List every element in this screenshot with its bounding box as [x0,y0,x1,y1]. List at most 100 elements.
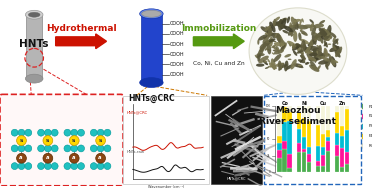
Ellipse shape [295,24,301,26]
Ellipse shape [324,43,327,46]
Ellipse shape [265,32,275,36]
Ellipse shape [263,35,270,43]
Ellipse shape [300,55,306,60]
Ellipse shape [25,74,43,83]
Ellipse shape [320,28,328,38]
Ellipse shape [302,18,304,23]
Text: HNTs@CRC: HNTs@CRC [127,110,148,114]
Ellipse shape [289,22,292,30]
Ellipse shape [278,19,283,31]
Bar [334,112,339,133]
Ellipse shape [287,16,290,23]
Ellipse shape [305,62,310,65]
Text: Zn: Zn [339,101,346,106]
Ellipse shape [267,49,271,51]
Bar [326,106,330,130]
Bar [344,130,349,152]
Ellipse shape [308,57,319,61]
Bar [344,152,349,164]
Ellipse shape [294,19,299,30]
Ellipse shape [291,34,294,37]
Text: COOH: COOH [170,72,185,77]
Ellipse shape [278,60,282,70]
Ellipse shape [333,60,338,63]
Ellipse shape [296,46,304,55]
Circle shape [64,129,71,136]
Ellipse shape [291,59,297,70]
Circle shape [38,145,44,152]
Ellipse shape [293,50,297,56]
Ellipse shape [256,53,265,56]
Ellipse shape [313,24,324,28]
Circle shape [78,129,84,136]
Ellipse shape [322,31,326,37]
Ellipse shape [257,47,264,57]
Ellipse shape [312,48,321,51]
FancyBboxPatch shape [264,96,362,184]
Ellipse shape [274,42,284,46]
Circle shape [17,136,26,146]
Ellipse shape [334,50,341,58]
Ellipse shape [314,55,319,59]
FancyArrow shape [193,34,244,49]
Ellipse shape [323,34,333,39]
Text: COOH: COOH [170,21,185,26]
Ellipse shape [280,45,285,50]
Ellipse shape [310,19,314,23]
Text: COOH: COOH [170,52,185,57]
Text: HNTs: HNTs [19,39,49,49]
Text: Al: Al [99,156,103,160]
Ellipse shape [290,29,293,36]
Bar [321,166,325,172]
Ellipse shape [333,45,337,50]
Circle shape [51,129,58,136]
Ellipse shape [329,57,336,66]
Text: Si: Si [72,139,76,143]
Ellipse shape [269,22,276,33]
Ellipse shape [286,64,293,70]
Circle shape [64,163,71,170]
Text: Co, Ni, Cu and Zn: Co, Ni, Cu and Zn [193,60,245,65]
Circle shape [25,145,32,152]
Ellipse shape [308,57,317,62]
Ellipse shape [301,39,309,44]
Text: Maozhou
River sediment: Maozhou River sediment [259,106,336,125]
Ellipse shape [324,33,331,41]
Ellipse shape [333,38,339,45]
Bar [288,112,292,121]
Ellipse shape [301,33,305,34]
Ellipse shape [263,39,272,47]
Circle shape [90,129,97,136]
Circle shape [38,163,44,170]
Bar [302,118,306,137]
Ellipse shape [324,29,328,35]
Bar [340,167,344,172]
Ellipse shape [311,26,316,36]
Bar [344,106,349,109]
Circle shape [96,153,106,163]
Bar [340,148,344,167]
Ellipse shape [300,30,308,36]
Bar [340,106,344,126]
FancyBboxPatch shape [26,15,42,79]
Text: 25: 25 [267,153,270,158]
Text: F2: F2 [368,115,372,119]
Ellipse shape [296,50,303,54]
Ellipse shape [280,18,286,29]
Circle shape [78,145,84,152]
Ellipse shape [264,47,269,51]
Ellipse shape [302,46,310,52]
Ellipse shape [296,25,308,29]
Bar [302,152,306,172]
Ellipse shape [260,41,270,49]
Ellipse shape [301,53,305,62]
Ellipse shape [327,25,331,36]
Bar [344,109,349,130]
Bar [282,107,287,122]
Text: Al: Al [46,156,50,160]
Bar [307,121,311,147]
Text: F4: F4 [368,134,372,138]
Ellipse shape [333,44,341,53]
Text: Al: Al [19,156,24,160]
Bar [307,106,311,121]
